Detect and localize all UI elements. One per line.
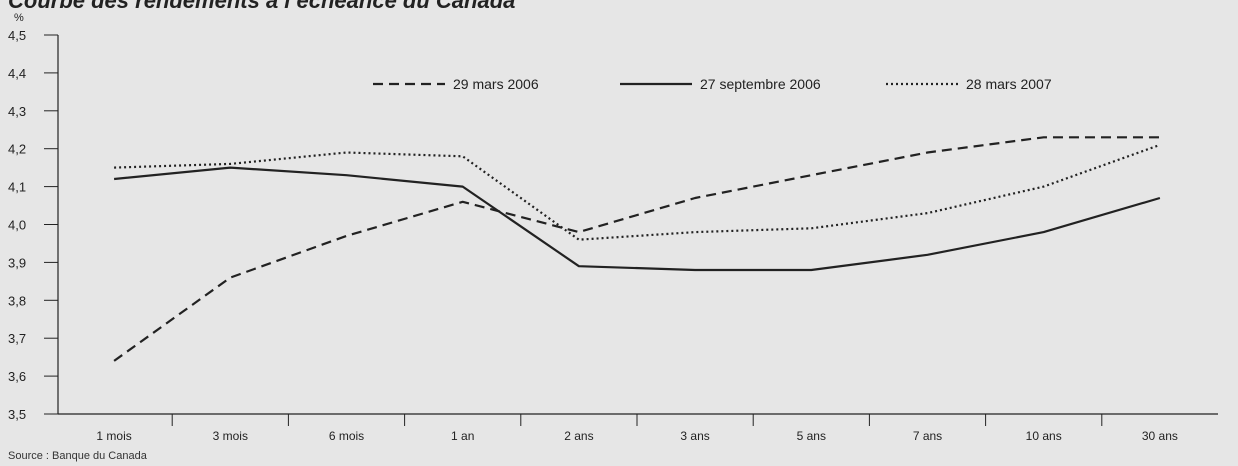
x-tick-label: 7 ans [913,429,942,443]
legend-label-3: 28 mars 2007 [966,76,1052,92]
y-tick-label: 3,6 [8,369,26,384]
y-tick-label: 3,7 [8,331,26,346]
y-tick-label: 4,1 [8,180,26,195]
y-tick-label: 3,9 [8,255,26,270]
legend-label-1: 29 mars 2006 [453,76,539,92]
source-note: Source : Banque du Canada [8,450,147,462]
series-line-2 [114,168,1160,270]
y-axis-label: % [14,12,24,24]
x-tick-label: 5 ans [797,429,826,443]
y-tick-label: 4,3 [8,104,26,119]
legend: 29 mars 2006 27 septembre 2006 28 mars 200… [373,76,1052,92]
y-tick-label: 4,4 [8,66,26,81]
y-tick-label: 4,2 [8,142,26,157]
x-tick-label: 6 mois [329,429,364,443]
x-tick-label: 3 mois [213,429,248,443]
series-line-3 [114,145,1160,240]
x-tick-label: 2 ans [564,429,593,443]
y-tick-label: 4,0 [8,218,26,233]
x-tick-label: 1 an [451,429,474,443]
x-ticks: 1 mois 3 mois 6 mois 1 an 2 ans 3 ans 5 ans 7 a… [96,414,1177,443]
y-tick-label: 3,8 [8,293,26,308]
x-tick-label: 10 ans [1026,429,1062,443]
x-tick-label: 30 ans [1142,429,1178,443]
series-lines [114,137,1160,361]
legend-label-2: 27 septembre 2006 [700,76,821,92]
y-tick-label: 3,5 [8,407,26,422]
y-ticks: 3,5 3,6 3,7 3,8 3,9 4,0 4,1 4,2 4,3 4,4 4,5 [8,28,58,422]
y-tick-label: 4,5 [8,28,26,43]
x-tick-label: 1 mois [96,429,131,443]
x-tick-label: 3 ans [680,429,709,443]
